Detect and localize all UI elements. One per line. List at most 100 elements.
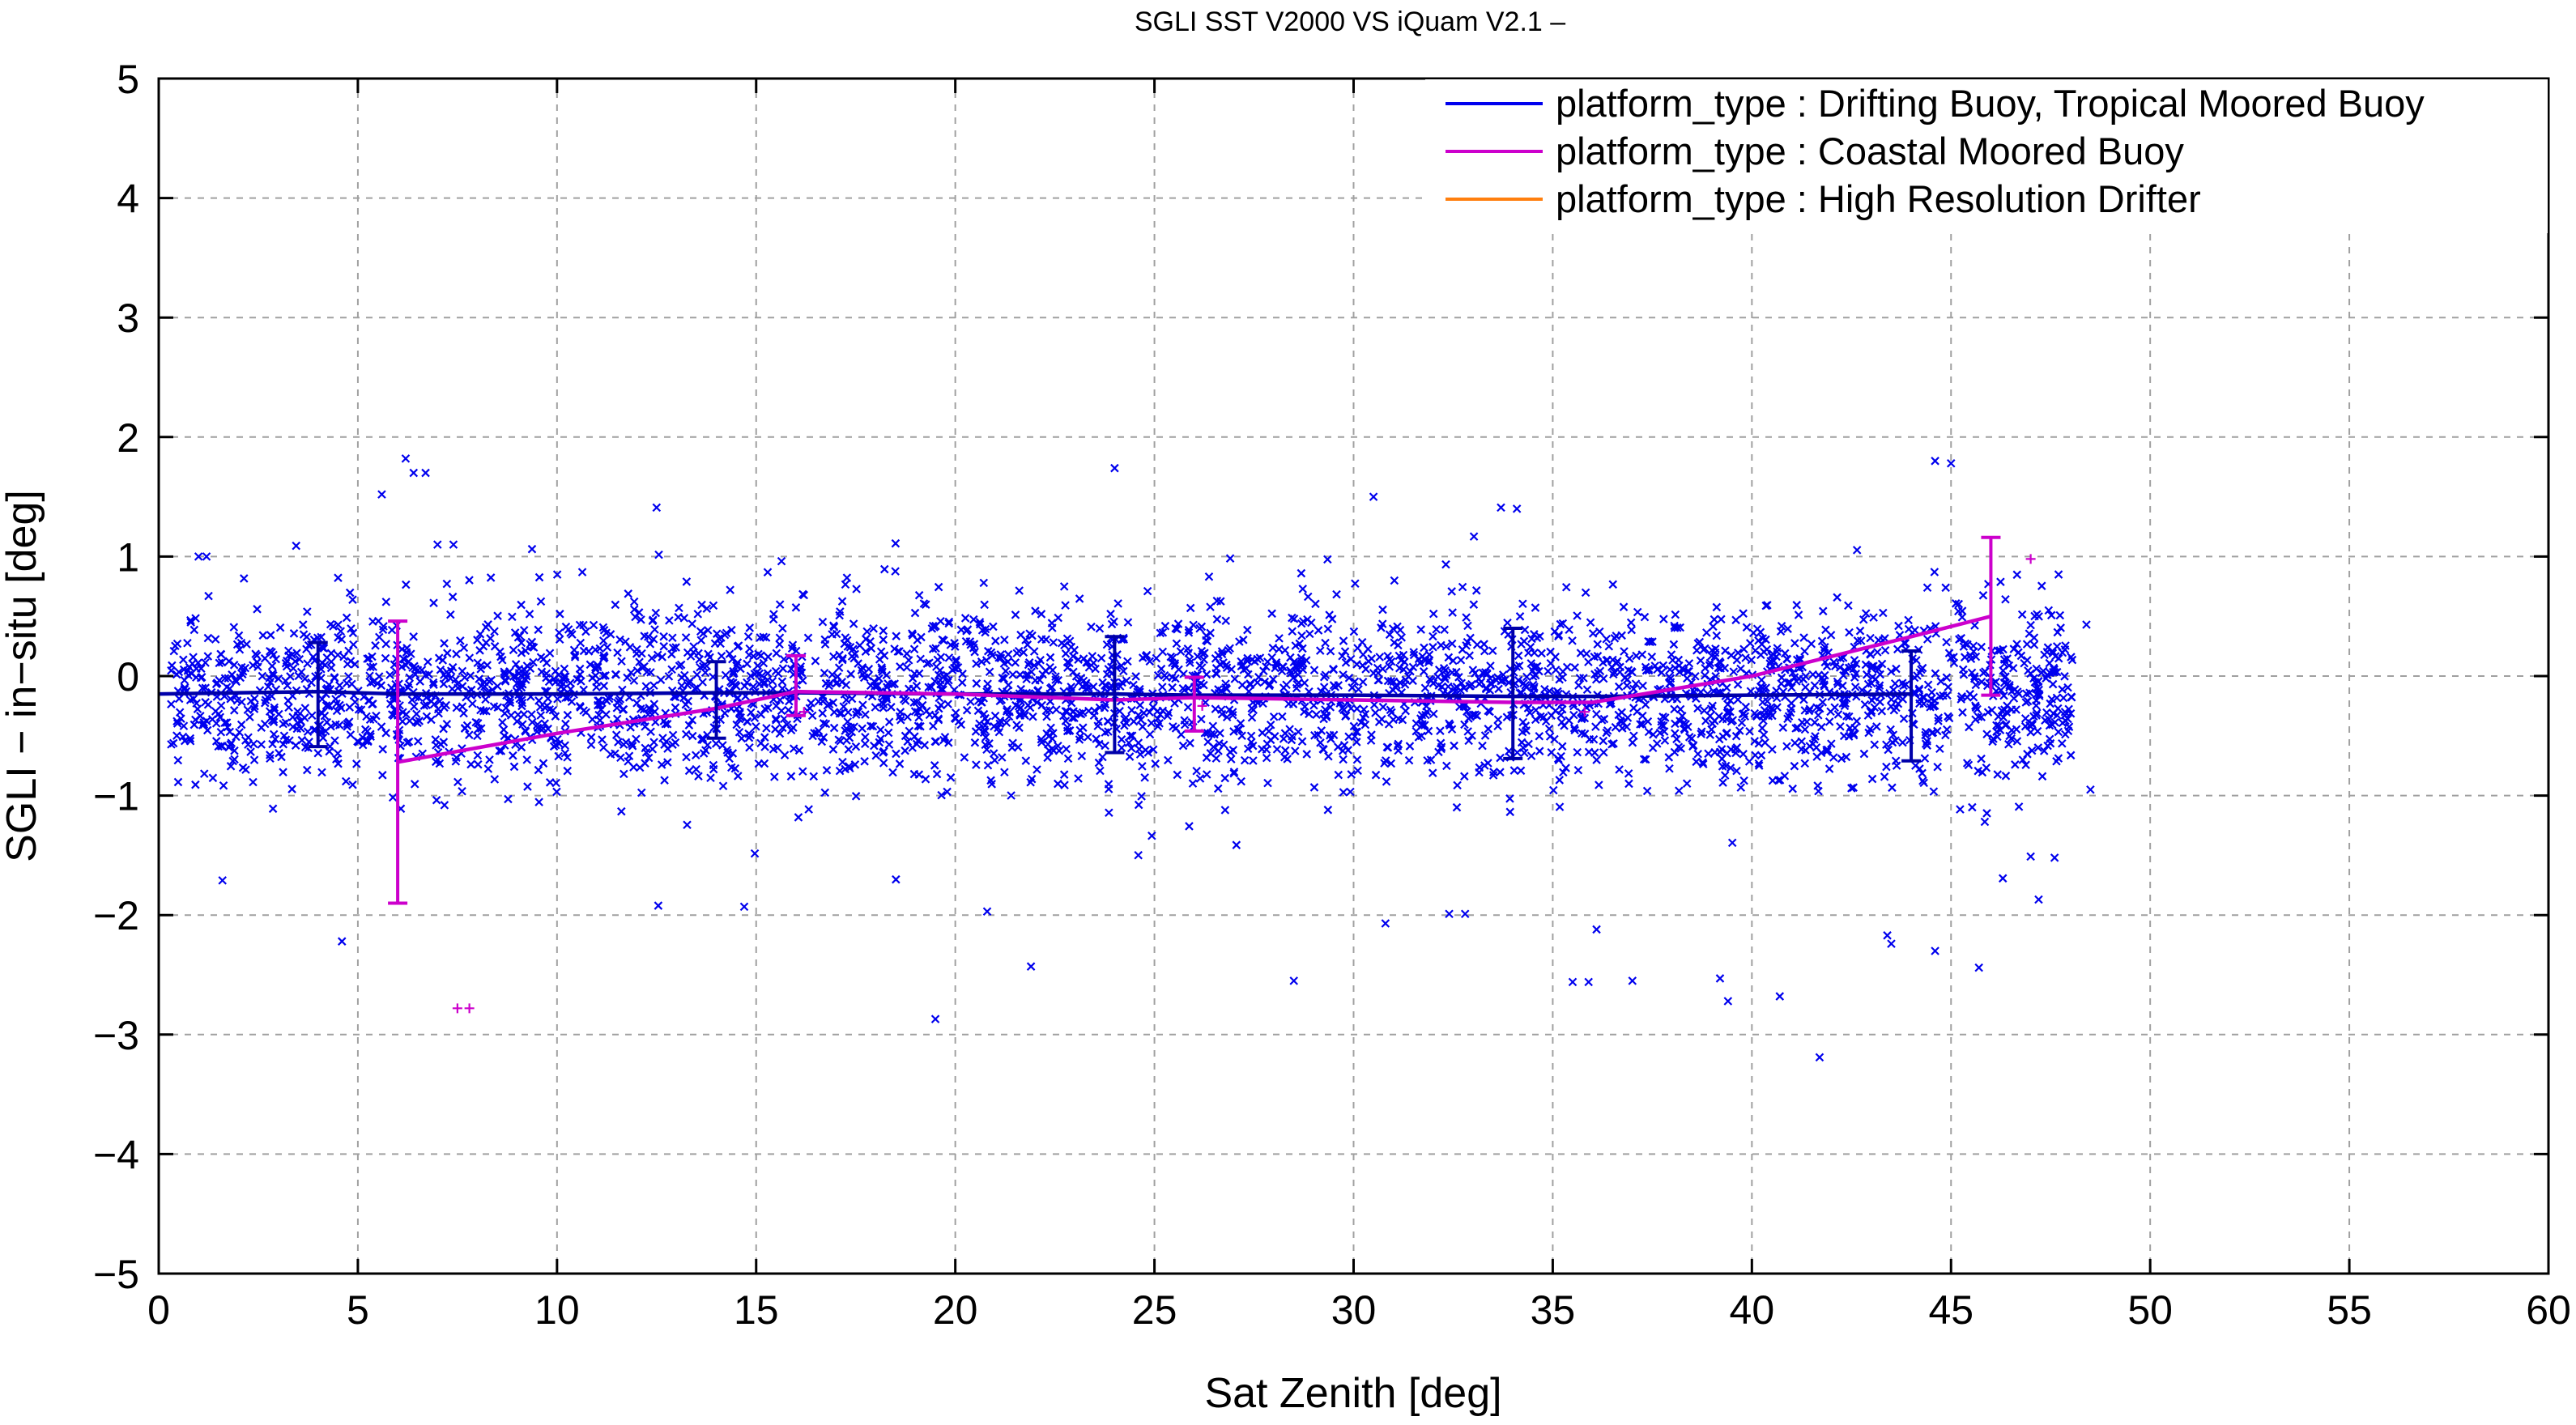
scatter-point	[1918, 692, 1927, 702]
scatter-point	[879, 700, 888, 709]
scatter-point	[258, 631, 268, 640]
scatter-point	[1215, 738, 1224, 748]
scatter-point	[526, 640, 534, 649]
scatter-point	[1801, 683, 1810, 692]
scatter-point	[1074, 774, 1083, 783]
scatter-point	[294, 671, 304, 681]
scatter-point	[1216, 597, 1225, 606]
scatter-point	[389, 694, 398, 704]
scatter-point	[1535, 747, 1544, 755]
scatter-point	[577, 568, 587, 576]
scatter-point	[1158, 647, 1168, 657]
scatter-point	[257, 740, 266, 749]
scatter-point	[260, 653, 270, 663]
scatter-point	[1193, 652, 1203, 661]
scatter-point	[1518, 717, 1528, 727]
scatter-point	[1842, 712, 1851, 721]
scatter-point	[1966, 651, 1975, 660]
scatter-point	[1619, 602, 1629, 611]
scatter-point	[1969, 641, 1978, 651]
scatter-point	[794, 746, 804, 755]
scatter-point	[1498, 676, 1507, 685]
scatter-point	[1880, 772, 1889, 781]
scatter-point	[1078, 708, 1088, 717]
scatter-point	[1095, 623, 1105, 633]
scatter-point	[977, 657, 986, 666]
scatter-point	[977, 626, 987, 635]
scatter-point	[1414, 733, 1424, 742]
scatter-point	[1717, 745, 1727, 754]
scatter-point	[1038, 670, 1047, 679]
scatter-point	[914, 669, 924, 678]
scatter-point	[2066, 708, 2076, 718]
scatter-point	[1609, 667, 1619, 677]
scatter-point	[570, 653, 580, 661]
scatter-point	[903, 737, 913, 747]
scatter-point	[701, 746, 710, 755]
scatter-point	[1757, 675, 1766, 685]
scatter-point	[1996, 686, 2006, 695]
scatter-point	[245, 712, 254, 721]
scatter-point	[1126, 743, 1136, 753]
scatter-point	[1822, 746, 1831, 755]
scatter-point	[303, 607, 312, 616]
scatter-point	[684, 721, 694, 730]
scatter-point	[1768, 711, 1777, 721]
scatter-point	[1459, 683, 1469, 693]
scatter-point	[1000, 635, 1009, 644]
scatter-point	[1797, 737, 1807, 747]
scatter-point	[2054, 570, 2063, 579]
scatter-point	[1339, 788, 1348, 797]
scatter-point	[1576, 649, 1586, 657]
scatter-point	[1433, 672, 1442, 682]
scatter-point	[1766, 657, 1775, 666]
scatter-point	[722, 746, 732, 755]
scatter-point	[1922, 583, 1932, 593]
scatter-point	[1842, 752, 1851, 762]
scatter-point	[1259, 666, 1268, 675]
scatter-point	[683, 648, 692, 657]
scatter-point	[599, 742, 608, 752]
scatter-point	[2037, 581, 2046, 590]
scatter-point	[726, 677, 735, 687]
scatter-point	[1931, 669, 1940, 678]
scatter-point	[551, 778, 560, 788]
scatter-point	[519, 626, 529, 635]
scatter-point	[1636, 720, 1645, 729]
scatter-point	[342, 613, 351, 623]
scatter-point	[1037, 635, 1046, 644]
scatter-point	[1325, 610, 1334, 619]
scatter-point	[634, 608, 644, 617]
scatter-point	[1129, 717, 1139, 726]
scatter-point	[307, 678, 316, 687]
scatter-point	[1106, 610, 1115, 619]
scatter-point	[1875, 681, 1884, 690]
scatter-point	[1573, 611, 1582, 620]
scatter-point	[364, 736, 373, 746]
scatter-point	[659, 632, 668, 641]
scatter-point	[2086, 785, 2095, 794]
scatter-point	[1744, 757, 1754, 766]
scatter-point	[1659, 615, 1668, 623]
scatter-point	[1288, 732, 1297, 741]
scatter-point	[752, 722, 760, 731]
scatter-point	[1497, 503, 1505, 513]
scatter-point	[1657, 668, 1667, 677]
scatter-point	[1224, 705, 1234, 714]
scatter-point	[2021, 760, 2030, 769]
scatter-point	[1352, 727, 1360, 737]
scatter-point	[513, 717, 522, 726]
scatter-point	[1704, 749, 1713, 759]
scatter-point	[249, 755, 259, 764]
scatter-point	[1197, 646, 1207, 656]
scatter-point	[212, 678, 222, 687]
scatter-point	[1549, 785, 1558, 795]
scatter-point	[172, 670, 181, 679]
scatter-point	[1974, 963, 1983, 972]
scatter-point	[688, 619, 696, 628]
scatter-point	[1323, 806, 1333, 815]
scatter-point	[1573, 747, 1582, 757]
scatter-point	[981, 733, 990, 742]
scatter-point	[1280, 746, 1290, 755]
scatter-point	[871, 703, 880, 712]
